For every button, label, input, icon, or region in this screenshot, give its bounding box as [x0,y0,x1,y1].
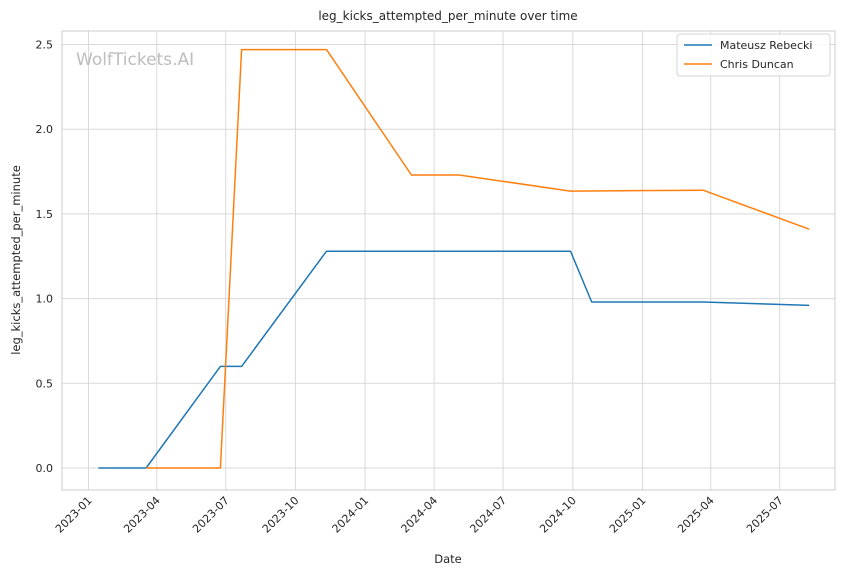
y-tick-label: 1.5 [36,208,54,221]
x-tick-label: 2024-07 [467,494,509,536]
y-tick-labels: 0.0 0.5 1.0 1.5 2.0 2.5 [36,39,54,475]
x-axis-title: Date [434,552,462,566]
x-tick-label: 2024-10 [537,494,579,536]
legend-label-mateusz-rebecki: Mateusz Rebecki [720,39,812,52]
x-tick-label: 2023-01 [53,494,95,536]
legend-box [676,33,831,77]
x-tick-label: 2024-01 [330,494,372,536]
watermark: WolfTickets.AI [76,50,194,70]
x-tick-label: 2023-10 [260,494,302,536]
y-tick-label: 0.5 [36,377,54,390]
plot-frame [61,30,836,491]
y-tick-label: 2.0 [36,123,54,136]
series-lines [98,48,810,469]
x-tick-label: 2025-01 [607,494,649,536]
x-tick-labels: 2023-01 2023-04 2023-07 2023-10 2024-01 2024-… [53,494,786,536]
x-tick-label: 2025-07 [744,494,786,536]
x-tick-label: 2024-04 [399,494,441,536]
series-line-chris-duncan [146,48,810,469]
x-tick-label: 2023-04 [121,494,163,536]
x-tick-label: 2023-07 [190,494,232,536]
y-tick-label: 2.5 [36,39,54,52]
y-gridlines [62,44,835,469]
chart-title: leg_kicks_attempted_per_minute over time [318,9,577,23]
legend-label-chris-duncan: Chris Duncan [720,58,794,71]
x-tick-label: 2025-04 [675,494,717,536]
y-axis-title: leg_kicks_attempted_per_minute [9,165,23,355]
series-line-mateusz-rebecki [98,250,810,469]
y-tick-label: 1.0 [36,293,54,306]
y-tick-label: 0.0 [36,462,54,475]
legend: Mateusz Rebecki Chris Duncan [676,33,831,77]
x-gridlines [88,31,781,490]
